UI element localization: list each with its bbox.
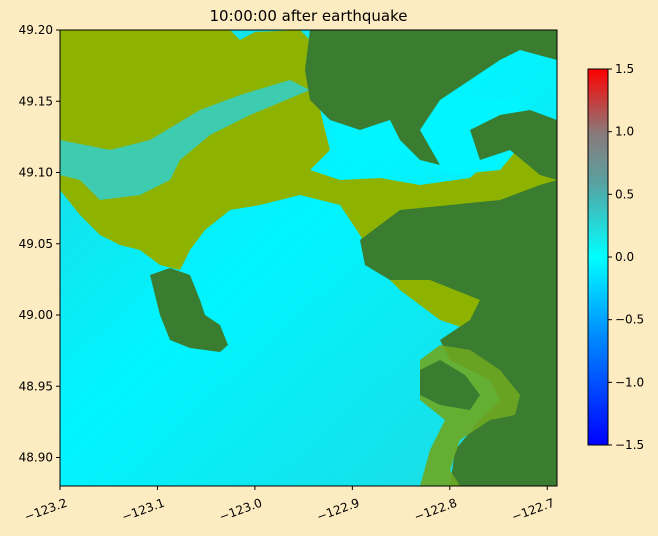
colorbar-tick-label: 1.5 xyxy=(615,62,634,76)
colorbar-tick-label: 0.0 xyxy=(615,250,634,264)
colorbar-tick-label: −0.5 xyxy=(615,313,644,327)
colorbar-tick-label: −1.0 xyxy=(615,375,644,389)
x-tick-label: −122.7 xyxy=(510,496,557,524)
y-axis: 49.20 49.15 49.10 49.05 49.00 48.95 48.90 xyxy=(19,23,60,465)
y-tick-label: 48.90 xyxy=(19,451,53,465)
y-tick-label: 49.05 xyxy=(19,237,53,251)
colorbar-tick-label: 1.0 xyxy=(615,125,634,139)
y-tick-label: 49.00 xyxy=(19,308,53,322)
y-tick-label: 49.20 xyxy=(19,23,53,37)
colorbar-axis: 1.5 1.0 0.5 0.0 −0.5 −1.0 −1.5 xyxy=(608,62,644,452)
chart-title: 10:00:00 after earthquake xyxy=(209,7,408,25)
x-tick-label: −123.2 xyxy=(22,496,69,524)
point-roberts xyxy=(150,268,228,352)
y-tick-label: 48.95 xyxy=(19,379,53,393)
y-tick-label: 49.15 xyxy=(19,94,53,108)
x-axis: −123.2 −123.1 −123.0 −122.9 −122.8 −122.7 xyxy=(22,486,556,524)
white-rock xyxy=(420,360,480,410)
colorbar-tick-label: −1.5 xyxy=(615,438,644,452)
x-tick-label: −123.1 xyxy=(120,496,167,524)
upland-northeast xyxy=(305,30,557,165)
plot-frame xyxy=(59,29,558,487)
x-tick-label: −122.8 xyxy=(412,496,459,524)
x-tick-label: −123.0 xyxy=(217,496,264,524)
delta-water xyxy=(60,80,310,200)
x-tick-label: −122.9 xyxy=(315,496,362,524)
colorbar xyxy=(587,68,609,446)
colorbar-tick-label: 0.5 xyxy=(615,187,634,201)
upland-east xyxy=(470,110,557,180)
map-layer xyxy=(60,30,557,486)
y-tick-label: 49.10 xyxy=(19,166,53,180)
